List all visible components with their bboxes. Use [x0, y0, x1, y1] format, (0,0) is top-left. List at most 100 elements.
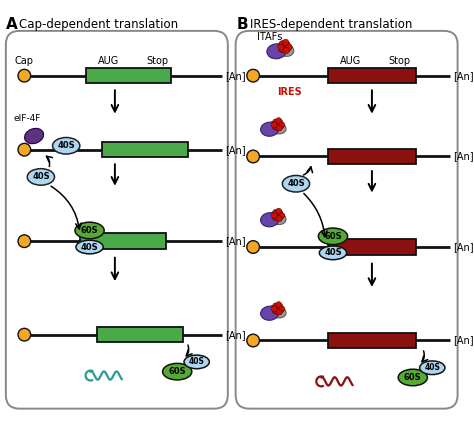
Circle shape — [279, 41, 285, 47]
Text: 40S: 40S — [287, 179, 305, 188]
FancyBboxPatch shape — [236, 31, 457, 408]
Ellipse shape — [76, 240, 103, 254]
Ellipse shape — [319, 228, 347, 245]
Circle shape — [274, 122, 280, 127]
Text: 40S: 40S — [32, 173, 50, 181]
Text: Cap-dependent translation: Cap-dependent translation — [19, 18, 179, 31]
Circle shape — [274, 124, 280, 130]
Text: Stop: Stop — [388, 56, 410, 66]
Circle shape — [279, 213, 285, 218]
Circle shape — [283, 48, 290, 54]
Circle shape — [281, 47, 287, 53]
Circle shape — [276, 118, 282, 123]
Circle shape — [18, 69, 31, 82]
Text: 60S: 60S — [404, 373, 421, 382]
Ellipse shape — [268, 212, 286, 225]
Circle shape — [274, 212, 280, 218]
Text: AUG: AUG — [99, 56, 119, 66]
Circle shape — [247, 334, 259, 347]
Ellipse shape — [268, 121, 286, 134]
Bar — [97, 327, 183, 342]
Ellipse shape — [283, 176, 310, 192]
Text: 40S: 40S — [424, 363, 440, 372]
Ellipse shape — [275, 43, 294, 57]
Ellipse shape — [163, 363, 192, 380]
Circle shape — [272, 306, 277, 312]
Text: [An]: [An] — [225, 236, 246, 246]
Ellipse shape — [319, 246, 346, 260]
Circle shape — [18, 235, 31, 248]
Bar — [328, 68, 416, 84]
Ellipse shape — [398, 369, 428, 386]
Circle shape — [272, 308, 278, 314]
Circle shape — [279, 306, 285, 312]
Text: [An]: [An] — [225, 330, 246, 340]
Bar — [328, 239, 416, 255]
Ellipse shape — [27, 169, 55, 185]
Circle shape — [276, 309, 282, 315]
Text: [An]: [An] — [453, 242, 474, 252]
Ellipse shape — [267, 44, 286, 59]
Ellipse shape — [261, 306, 279, 320]
Text: 40S: 40S — [324, 249, 342, 257]
Circle shape — [18, 328, 31, 341]
Circle shape — [279, 46, 284, 52]
Circle shape — [272, 213, 277, 218]
Circle shape — [273, 119, 278, 124]
Text: 60S: 60S — [324, 232, 342, 241]
Circle shape — [274, 308, 280, 314]
Circle shape — [284, 41, 290, 48]
Circle shape — [278, 123, 283, 129]
Text: eIF-4F: eIF-4F — [14, 114, 41, 123]
Circle shape — [247, 241, 259, 253]
Circle shape — [277, 119, 283, 125]
Text: Stop: Stop — [146, 56, 169, 66]
Bar — [328, 149, 416, 164]
Bar — [86, 68, 172, 84]
Circle shape — [277, 210, 283, 216]
Ellipse shape — [53, 138, 80, 154]
Text: 60S: 60S — [81, 226, 99, 235]
Text: [An]: [An] — [453, 70, 474, 81]
Circle shape — [277, 303, 283, 309]
Text: [An]: [An] — [225, 70, 246, 81]
Circle shape — [18, 143, 31, 156]
Circle shape — [281, 43, 287, 49]
Circle shape — [279, 122, 285, 128]
Circle shape — [274, 215, 280, 221]
Text: B: B — [237, 17, 248, 32]
Circle shape — [286, 44, 292, 50]
Text: 40S: 40S — [57, 141, 75, 150]
Circle shape — [247, 69, 259, 82]
Text: ITAFs: ITAFs — [257, 32, 283, 42]
Circle shape — [274, 306, 280, 311]
Text: [An]: [An] — [453, 151, 474, 162]
Ellipse shape — [75, 222, 104, 239]
Circle shape — [273, 303, 278, 308]
Text: [An]: [An] — [225, 145, 246, 154]
Circle shape — [278, 44, 284, 50]
Bar — [328, 333, 416, 348]
Text: IRES-dependent translation: IRES-dependent translation — [250, 18, 412, 31]
Ellipse shape — [261, 213, 279, 227]
Text: 40S: 40S — [189, 357, 205, 366]
Text: IRES: IRES — [277, 87, 301, 97]
Circle shape — [272, 124, 278, 130]
Circle shape — [276, 125, 282, 131]
Text: [An]: [An] — [453, 335, 474, 346]
Circle shape — [283, 39, 289, 46]
Text: Cap: Cap — [15, 56, 34, 66]
Circle shape — [273, 209, 278, 215]
Circle shape — [284, 46, 291, 51]
Text: AUG: AUG — [340, 56, 361, 66]
Ellipse shape — [25, 128, 44, 143]
Text: A: A — [6, 17, 18, 32]
Bar — [80, 233, 165, 249]
Text: 60S: 60S — [168, 367, 186, 376]
FancyBboxPatch shape — [6, 31, 228, 408]
Circle shape — [272, 214, 278, 220]
Circle shape — [247, 150, 259, 163]
Ellipse shape — [184, 355, 210, 369]
Circle shape — [272, 122, 277, 128]
Circle shape — [276, 302, 282, 307]
